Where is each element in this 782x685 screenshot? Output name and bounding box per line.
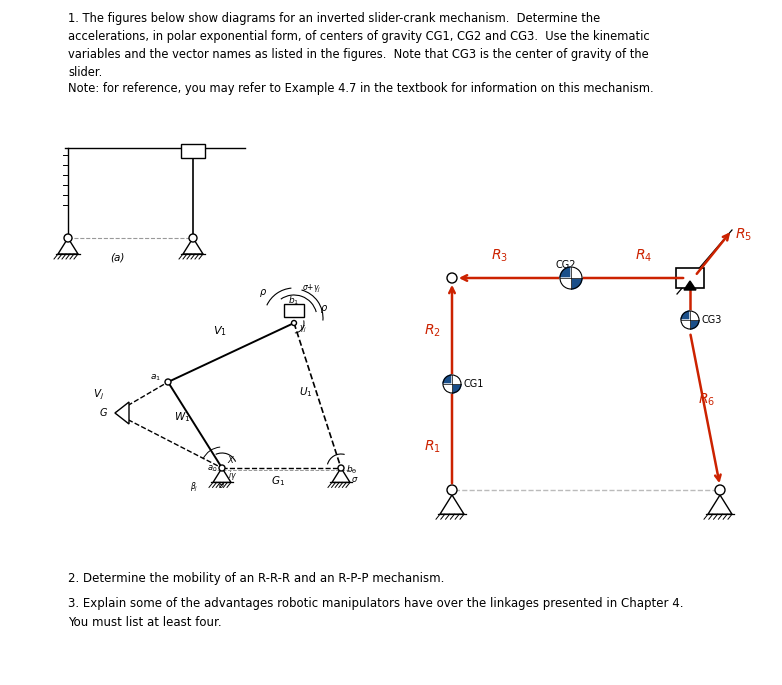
Text: $\rho$: $\rho$ [320,303,328,315]
Text: $\mathit{R_2}$: $\mathit{R_2}$ [424,323,441,339]
Polygon shape [440,495,464,514]
Text: $\mathit{R_4}$: $\mathit{R_4}$ [635,248,652,264]
Bar [181,144,205,158]
Polygon shape [708,495,732,514]
Text: $a_0$: $a_0$ [207,464,217,475]
Polygon shape [183,238,203,254]
Bar [676,268,704,288]
Text: 1. The figures below show diagrams for an inverted slider-crank mechanism.  Dete: 1. The figures below show diagrams for a… [68,12,650,79]
Circle shape [292,321,296,325]
Polygon shape [560,267,571,278]
Polygon shape [684,281,696,290]
Text: $\mathit{R_6}$: $\mathit{R_6}$ [698,392,716,408]
Circle shape [165,379,171,385]
Text: $\rho$: $\rho$ [259,287,267,299]
Polygon shape [452,375,461,384]
Polygon shape [115,402,129,424]
Circle shape [219,465,225,471]
Text: $\sigma$: $\sigma$ [351,475,358,484]
Text: $i\gamma$: $i\gamma$ [228,469,237,482]
Circle shape [715,485,725,495]
Text: $X$: $X$ [227,454,235,465]
Text: $b_0$: $b_0$ [346,463,357,475]
Polygon shape [560,278,571,289]
Polygon shape [690,320,699,329]
Circle shape [447,485,457,495]
Text: $V_j$: $V_j$ [93,388,104,402]
Polygon shape [681,311,690,320]
Circle shape [338,465,344,471]
Polygon shape [443,384,452,393]
Text: $a_1$: $a_1$ [150,372,161,382]
Text: 2. Determine the mobility of an R-R-R and an R-P-P mechanism.: 2. Determine the mobility of an R-R-R an… [68,572,444,585]
Polygon shape [452,384,461,393]
Text: $\beta_j$: $\beta_j$ [190,482,199,495]
Text: G: G [99,408,107,418]
Text: $U_1$: $U_1$ [299,385,313,399]
Polygon shape [443,375,452,384]
Text: $\gamma_j$: $\gamma_j$ [299,323,307,334]
Text: $\theta$: $\theta$ [218,479,225,490]
Circle shape [189,234,197,242]
Circle shape [447,273,457,283]
Polygon shape [213,468,231,482]
Text: $b_1$: $b_1$ [288,294,300,306]
Polygon shape [690,311,699,320]
Text: CG1: CG1 [464,379,484,389]
Text: $\mathit{R_5}$: $\mathit{R_5}$ [735,227,752,243]
Text: CG3: CG3 [702,315,723,325]
Text: Note: for reference, you may refer to Example 4.7 in the textbook for informatio: Note: for reference, you may refer to Ex… [68,82,654,95]
Text: CG2: CG2 [556,260,576,270]
Polygon shape [681,320,690,329]
Text: $\sigma$+$\gamma_j$: $\sigma$+$\gamma_j$ [302,282,321,295]
Polygon shape [571,267,582,278]
Text: $W_1$: $W_1$ [174,410,190,424]
Text: $V_1$: $V_1$ [213,324,227,338]
Text: $\mathit{R_3}$: $\mathit{R_3}$ [491,248,508,264]
Polygon shape [58,238,78,254]
Polygon shape [332,468,350,482]
Circle shape [681,311,699,329]
Bar [284,304,304,317]
Text: $\mathit{R_1}$: $\mathit{R_1}$ [424,439,441,456]
Polygon shape [571,278,582,289]
Text: (a): (a) [110,252,124,262]
Text: 3. Explain some of the advantages robotic manipulators have over the linkages pr: 3. Explain some of the advantages roboti… [68,597,683,629]
Text: $G_1$: $G_1$ [271,474,285,488]
Circle shape [443,375,461,393]
Circle shape [560,267,582,289]
Circle shape [64,234,72,242]
